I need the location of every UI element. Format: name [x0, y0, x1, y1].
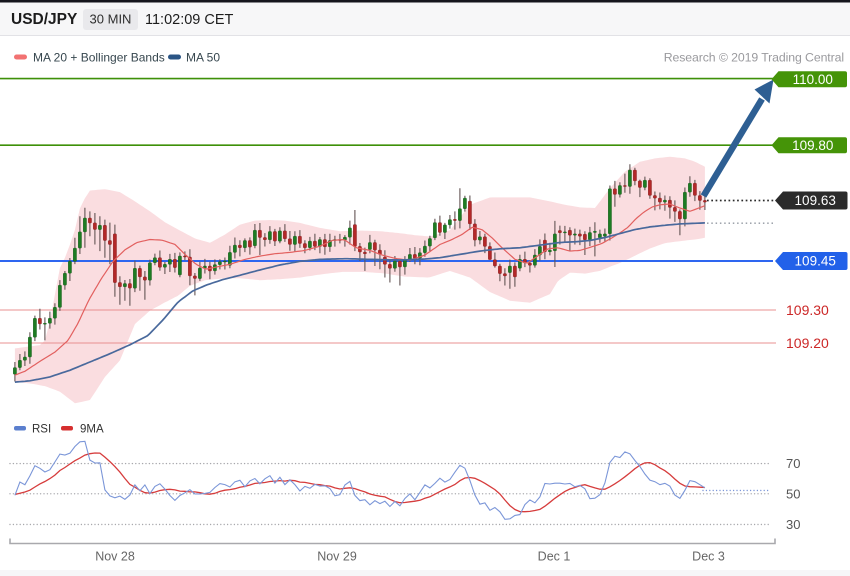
svg-text:50: 50	[786, 486, 800, 501]
svg-text:USD/JPY: USD/JPY	[11, 11, 78, 28]
svg-text:109.45: 109.45	[795, 254, 836, 269]
svg-text:Dec 1: Dec 1	[538, 550, 571, 564]
svg-text:110.00: 110.00	[793, 72, 833, 87]
svg-text:9MA: 9MA	[80, 424, 104, 436]
svg-text:Research © 2019 Trading Centra: Research © 2019 Trading Central	[664, 51, 844, 65]
svg-text:109.80: 109.80	[792, 138, 833, 153]
svg-text:Nov 29: Nov 29	[317, 550, 357, 564]
svg-text:109.20: 109.20	[786, 335, 829, 351]
svg-text:RSI: RSI	[32, 424, 51, 436]
svg-text:30 MIN: 30 MIN	[90, 12, 132, 27]
svg-text:11:02:09 CET: 11:02:09 CET	[145, 12, 234, 28]
svg-text:70: 70	[786, 456, 800, 471]
svg-text:MA 50: MA 50	[186, 51, 220, 65]
svg-text:Dec 3: Dec 3	[692, 550, 725, 564]
svg-text:109.30: 109.30	[786, 302, 829, 318]
svg-text:Nov 28: Nov 28	[95, 550, 135, 564]
svg-text:30: 30	[786, 517, 800, 532]
svg-text:MA 20 + Bollinger Bands: MA 20 + Bollinger Bands	[33, 51, 165, 65]
svg-text:109.63: 109.63	[795, 193, 836, 208]
